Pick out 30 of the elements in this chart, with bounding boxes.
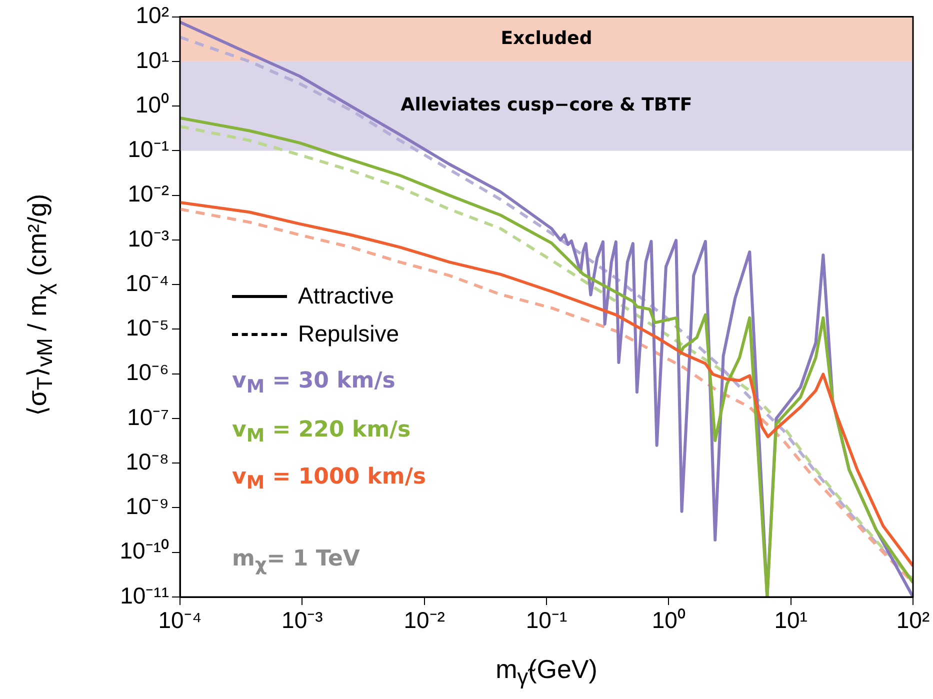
band-label: Alleviates cusp−core & TBTF (400, 94, 692, 116)
y-tick-label: 10⁻⁴ (126, 270, 169, 296)
x-axis-title: m$_{γ̃}$(GeV) (496, 654, 598, 690)
annotation: Attractive (298, 282, 394, 310)
y-tick-label: 10⁻⁹ (126, 493, 169, 520)
x-tick-label: 10¹ (774, 607, 808, 634)
y-tick-label: 10⁻⁵ (126, 314, 169, 341)
y-tick-label: 10² (136, 2, 170, 28)
y-tick-label: 10¹ (136, 46, 170, 73)
x-tick-label: 10⁻³ (282, 607, 324, 634)
text: v$_{M}$ = 1000 km/s (232, 464, 426, 494)
annotation: Repulsive (298, 320, 399, 348)
x-tick-label: 10⁻⁴ (158, 607, 202, 634)
annotation: m$_{χ}$= 1 TeV (232, 546, 360, 576)
y-tick-label: 10⁻³ (128, 225, 170, 252)
y-tick-label: 10⁻² (128, 180, 170, 207)
x-tick-label: 10² (896, 607, 930, 634)
x-tick-label: 10⁰ (652, 607, 686, 634)
y-tick-label: 10⁻⁸ (126, 448, 169, 474)
x-tick-label: 10⁻¹ (526, 607, 568, 634)
y-tick-label: 10⁻⁶ (126, 359, 169, 386)
x-tick-label: 10⁻² (404, 607, 446, 634)
text: v$_{M}$ = 220 km/s (232, 416, 411, 446)
y-tick-label: 10⁻¹⁰ (120, 538, 169, 564)
band-label: Excluded (500, 28, 592, 49)
text: v$_{M}$ = 30 km/s (232, 368, 396, 398)
y-tick-label: 10⁻¹¹ (120, 582, 170, 608)
y-tick-label: 10⁻⁷ (127, 404, 169, 430)
y-tick-label: 10⁰ (135, 91, 169, 118)
y-tick-label: 10⁻¹ (128, 136, 170, 162)
